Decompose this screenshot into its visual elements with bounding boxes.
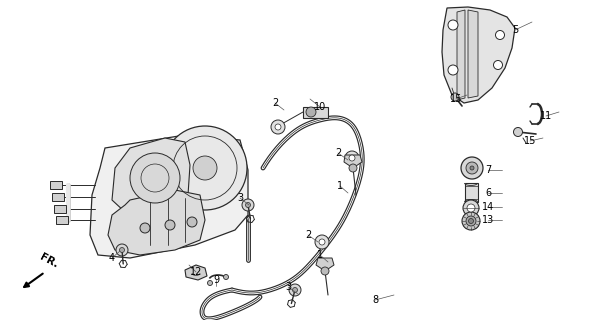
Circle shape: [493, 60, 502, 69]
Text: 2: 2: [305, 230, 311, 240]
Circle shape: [514, 127, 522, 137]
Circle shape: [271, 120, 285, 134]
Circle shape: [461, 157, 483, 179]
Circle shape: [119, 247, 125, 252]
Circle shape: [130, 153, 180, 203]
Circle shape: [470, 166, 474, 170]
FancyBboxPatch shape: [54, 205, 66, 213]
Circle shape: [345, 151, 359, 165]
Circle shape: [140, 223, 150, 233]
Circle shape: [451, 93, 459, 101]
Text: 8: 8: [372, 295, 378, 305]
Circle shape: [223, 275, 229, 279]
Text: 2: 2: [272, 98, 278, 108]
Circle shape: [163, 126, 247, 210]
Text: 3: 3: [237, 193, 243, 203]
Circle shape: [193, 156, 217, 180]
Circle shape: [207, 281, 213, 285]
Polygon shape: [457, 10, 465, 100]
Circle shape: [495, 30, 505, 39]
Text: 1: 1: [337, 181, 343, 191]
Text: 4: 4: [109, 253, 115, 263]
Circle shape: [349, 164, 357, 172]
Circle shape: [315, 235, 329, 249]
Polygon shape: [185, 265, 207, 280]
Circle shape: [293, 287, 297, 292]
Text: 12: 12: [190, 267, 202, 277]
Circle shape: [466, 216, 476, 226]
Circle shape: [275, 124, 281, 130]
Polygon shape: [344, 155, 362, 168]
Text: 9: 9: [213, 275, 219, 285]
Bar: [303, 107, 328, 118]
Circle shape: [289, 284, 301, 296]
Text: 13: 13: [482, 215, 494, 225]
Circle shape: [165, 220, 175, 230]
Circle shape: [462, 212, 480, 230]
Circle shape: [466, 162, 478, 174]
Text: 14: 14: [482, 202, 494, 212]
Polygon shape: [468, 10, 478, 98]
Text: 2: 2: [335, 148, 341, 158]
Circle shape: [306, 107, 316, 117]
Circle shape: [463, 200, 479, 216]
Circle shape: [349, 155, 355, 161]
Text: 11: 11: [540, 111, 552, 121]
Text: 6: 6: [485, 188, 491, 198]
Polygon shape: [112, 138, 190, 215]
Text: 7: 7: [485, 165, 491, 175]
Circle shape: [187, 217, 197, 227]
Polygon shape: [442, 7, 515, 103]
Polygon shape: [316, 258, 334, 271]
Circle shape: [448, 20, 458, 30]
Text: 3: 3: [285, 282, 291, 292]
Circle shape: [448, 65, 458, 75]
Text: 15: 15: [450, 94, 462, 104]
Polygon shape: [90, 135, 248, 258]
FancyBboxPatch shape: [465, 183, 478, 202]
Text: 10: 10: [314, 102, 326, 112]
Circle shape: [116, 244, 128, 256]
Polygon shape: [108, 190, 205, 255]
Circle shape: [469, 219, 473, 223]
FancyBboxPatch shape: [52, 193, 64, 201]
Circle shape: [319, 239, 325, 245]
Text: FR.: FR.: [38, 252, 60, 270]
Text: 1: 1: [317, 250, 323, 260]
Circle shape: [245, 203, 251, 207]
FancyBboxPatch shape: [56, 216, 68, 224]
Text: 5: 5: [512, 25, 518, 35]
Circle shape: [467, 204, 475, 212]
Circle shape: [321, 267, 329, 275]
Text: 15: 15: [524, 136, 536, 146]
Circle shape: [242, 199, 254, 211]
FancyBboxPatch shape: [50, 181, 62, 189]
